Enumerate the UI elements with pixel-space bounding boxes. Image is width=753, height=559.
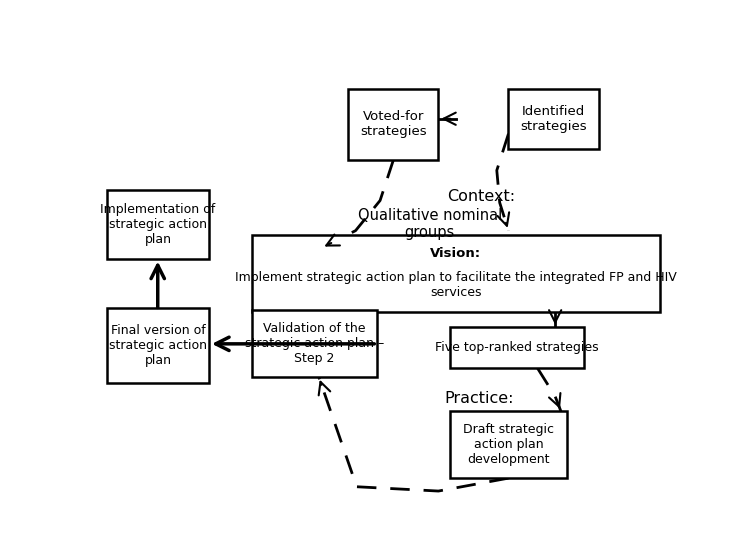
Text: Implement strategic action plan to facilitate the integrated FP and HIV
services: Implement strategic action plan to facil… <box>235 271 677 299</box>
Text: Voted-for
strategies: Voted-for strategies <box>360 110 426 138</box>
FancyBboxPatch shape <box>508 88 599 149</box>
Text: Practice:: Practice: <box>444 391 514 406</box>
Text: Implementation of
strategic action
plan: Implementation of strategic action plan <box>100 203 215 246</box>
Text: Draft strategic
action plan
development: Draft strategic action plan development <box>463 423 554 466</box>
Text: Validation of the
strategic action plan –
Step 2: Validation of the strategic action plan … <box>245 322 384 365</box>
Text: Five top-ranked strategies: Five top-ranked strategies <box>435 342 599 354</box>
Text: Identified
strategies: Identified strategies <box>520 105 587 132</box>
FancyBboxPatch shape <box>450 328 584 368</box>
Text: Final version of
strategic action
plan: Final version of strategic action plan <box>109 324 207 367</box>
Text: Context:: Context: <box>447 189 515 203</box>
FancyBboxPatch shape <box>252 235 660 312</box>
FancyBboxPatch shape <box>252 310 377 377</box>
FancyBboxPatch shape <box>348 88 438 160</box>
FancyBboxPatch shape <box>107 308 209 383</box>
FancyBboxPatch shape <box>107 190 209 259</box>
FancyBboxPatch shape <box>450 411 567 478</box>
Text: Qualitative nominal
groups: Qualitative nominal groups <box>358 208 501 240</box>
Text: Vision:: Vision: <box>431 247 481 260</box>
